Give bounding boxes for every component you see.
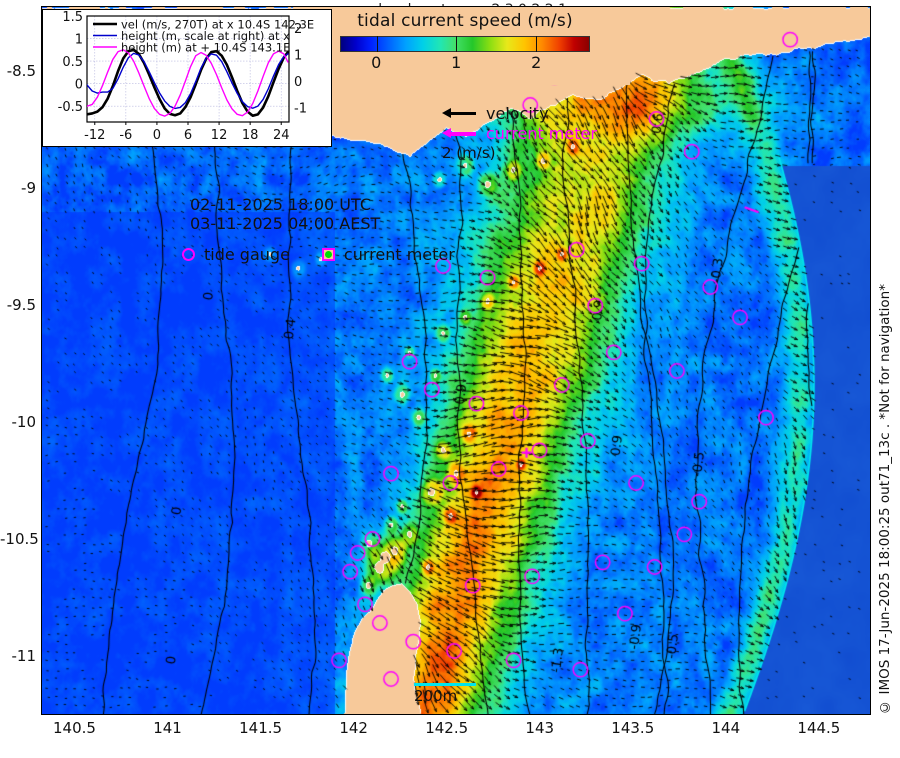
inset-y-tick-label-left: -0.5 [58,100,83,115]
colorbar-tick [376,36,378,52]
y-tick-label: -10 [11,412,37,431]
vector-legend: velocity current meter 2 (m/s) [442,103,597,162]
current-meter-marker-label: current meter [343,245,455,264]
colorbar-tick-label: 1 [451,53,462,72]
colorbar-tick-label: 0 [371,53,382,72]
series-line-0 [87,48,289,117]
inset-y-tick-label-left: 1 [75,33,83,48]
timestamp-local: 03-11-2025 04:00 AEST [190,214,381,233]
x-tick-label: 141 [153,719,182,737]
inset-y-tick-label-right: -1 [294,101,307,116]
x-tick-label: 142.5 [425,719,469,737]
timeseries-svg: -12 -6 0 6 12 18 24 1.5 1 0.5 0 -0.5 2 1 0 -1 vel (m/s, … [58,10,315,143]
series-line-1 [87,52,289,110]
current-meter-legend-row: current meter [442,123,597,143]
current-meter-legend-label: current meter [486,123,597,143]
inset-y-tick-label-left: 1.5 [62,10,83,25]
y-tick-label: -9.5 [6,295,36,314]
inset-y-tick-label-right: 2 [294,22,302,37]
tide-gauge-legend-label: tide gauge [204,245,290,264]
series-line-2 [87,49,289,117]
timestamp-block: 02-11-2025 18:00 UTC 03-11-2025 04:00 AE… [190,195,380,233]
colorbar-tick-labels: 0 1 2 [340,53,590,73]
legend-label-2: height (m) at + 10.4S 143.1E [121,41,290,55]
x-tick-label: 142 [339,719,368,737]
y-tick-label: -10.5 [0,529,39,548]
inset-x-tick-label: 24 [273,128,290,143]
scale-bar-line [414,683,476,686]
velocity-arrow-icon [442,108,478,118]
inset-x-tick-label: 12 [211,128,228,143]
colorbar-gradient[interactable] [340,36,590,52]
x-tick-label: 144 [711,719,741,737]
inset-x-tick-label: 18 [242,128,259,143]
inset-x-tick-label: 0 [153,128,161,143]
velocity-legend-row: velocity [442,103,597,123]
inset-x-tick-label: -12 [84,128,105,143]
tide-gauge-icon [182,248,195,261]
inset-y-tick-label-right: 1 [294,48,302,63]
legend-label-1: height (m, scale at right) at x [121,29,290,43]
inset-y-tick-label-left: 0.5 [62,55,83,70]
colorbar-title: tidal current speed (m/s) [357,11,573,31]
inset-y-tick-label-right: 0 [294,75,302,90]
x-tick-label: 144.5 [797,719,841,737]
y-tick-label: -8.5 [6,61,36,80]
colorbar-tick [456,36,458,52]
x-tick-label: 140.5 [53,719,96,737]
timeseries-inset-plot[interactable]: -12 -6 0 6 12 18 24 1.5 1 0.5 0 -0.5 2 1 0 -1 vel (m/s, … [42,9,332,147]
velocity-legend-label: velocity [486,103,549,123]
y-tick-label: -9 [21,178,36,197]
legend-label-0: vel (m/s, 270T) at x 10.4S 142.3E [121,18,314,32]
x-tick-label: 141.5 [239,719,283,737]
vector-scale-label: 2 (m/s) [442,144,496,162]
map-panel[interactable]: velocity current meter 2 (m/s) 02-11-202… [41,6,871,715]
x-tick-label: 143 [525,719,555,737]
colorbar-tick [535,36,537,52]
scale-bar: 200m [414,683,504,705]
x-tick-label: 143.5 [611,719,655,737]
current-meter-icon [321,248,335,261]
credit-block: © IMOS 17-Jun-2025 18:00:25 out71_13c . … [872,0,898,715]
inset-x-tick-label: 6 [184,128,192,143]
colorbar-tick-label: 2 [531,53,542,72]
current-meter-arrow-icon [442,128,478,138]
colorbar-block: tidal current speed (m/s) 0 1 2 [300,7,630,85]
scale-bar-label: 200m [414,687,458,705]
marker-legend: tide gauge current meter [182,245,455,264]
timestamp-utc: 02-11-2025 18:00 UTC [190,195,371,214]
inset-x-tick-label: -6 [119,128,132,143]
y-tick-label: -11 [11,646,37,665]
inset-y-tick-label-left: 0 [75,78,83,93]
credit-text: © IMOS 17-Jun-2025 18:00:25 out71_13c . … [877,284,893,715]
